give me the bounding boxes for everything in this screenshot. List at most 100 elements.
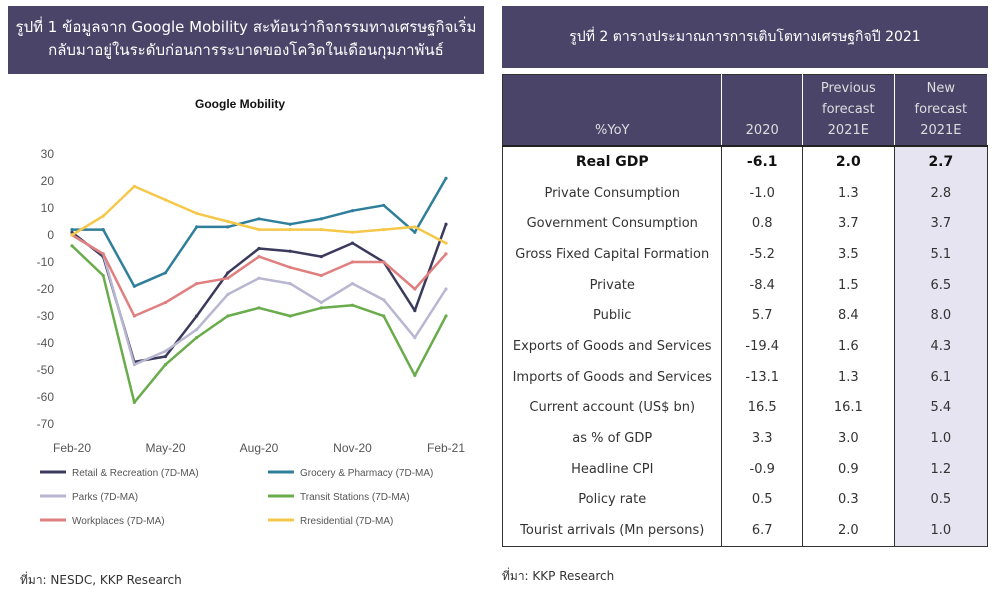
- value-previous-forecast: 1.6: [801, 331, 895, 362]
- data-point: [319, 306, 323, 310]
- value-new-forecast: 1.0: [893, 423, 988, 454]
- data-point: [288, 222, 292, 226]
- data-point: [350, 260, 355, 264]
- table-row: Real GDP -6.1 2.0 2.7: [502, 145, 988, 178]
- col-header-previous-forecast: Previous forecast 2021E: [802, 74, 895, 146]
- data-point: [319, 228, 323, 232]
- data-point: [350, 209, 355, 213]
- value-previous-forecast: 2.0: [801, 515, 895, 547]
- y-tick-label: -30: [37, 309, 55, 323]
- data-point: [163, 271, 168, 275]
- data-point: [319, 217, 323, 221]
- figure-2-source: ที่มา: KKP Research: [502, 569, 615, 583]
- series-line-5: [71, 185, 447, 245]
- data-point: [257, 246, 261, 251]
- value-previous-forecast: 1.3: [801, 177, 895, 209]
- data-point: [444, 287, 448, 291]
- value-previous-forecast: 3.0: [801, 423, 895, 454]
- data-point: [288, 282, 292, 286]
- data-point: [163, 300, 168, 305]
- data-point: [288, 314, 292, 318]
- data-point: [163, 349, 168, 353]
- value-2020: -1.0: [721, 177, 803, 209]
- row-label: Tourist arrivals (Mn persons): [520, 523, 705, 539]
- forecast-table: %YoY 2020 Previous forecast 2021E New fo…: [502, 74, 989, 547]
- data-point: [257, 306, 261, 310]
- value-new-forecast: 1.0: [893, 515, 988, 547]
- value-new-forecast: 1.2: [893, 453, 988, 485]
- data-point: [226, 225, 230, 229]
- data-point: [257, 276, 261, 280]
- value-previous-forecast: 0.9: [801, 453, 895, 485]
- x-tick-label: Aug-20: [240, 441, 279, 455]
- data-point: [350, 282, 355, 286]
- data-point: [101, 252, 105, 256]
- data-point: [101, 228, 105, 232]
- y-tick-label: 10: [41, 201, 55, 215]
- data-point: [382, 298, 386, 302]
- col-header-yoy: %YoY: [502, 74, 723, 146]
- table-row: Private Consumption -1.0 1.3 2.8: [503, 177, 988, 209]
- row-label: Headline CPI: [571, 461, 654, 477]
- col-header-new-forecast: New forecast 2021E: [894, 74, 989, 146]
- data-point: [257, 217, 261, 221]
- data-point: [101, 273, 105, 278]
- figure-1-header: รูปที่ 1 ข้อมูลจาก Google Mobility สะท้อ…: [8, 6, 484, 74]
- data-point: [413, 309, 417, 313]
- value-previous-forecast: 3.7: [801, 208, 895, 240]
- value-previous-forecast: 0.3: [801, 484, 895, 516]
- value-new-forecast: 0.5: [893, 484, 988, 516]
- row-label: Exports of Goods and Services: [512, 338, 712, 354]
- data-point: [413, 287, 417, 291]
- data-point: [101, 214, 105, 218]
- value-2020: 3.3: [721, 423, 803, 454]
- value-new-forecast: 6.1: [893, 361, 988, 393]
- legend-label: Rresidential (7D-MA): [300, 516, 393, 527]
- data-point: [70, 244, 74, 248]
- x-tick-label: Feb-21: [427, 441, 465, 455]
- data-point: [226, 314, 230, 318]
- y-tick-label: -20: [37, 282, 55, 296]
- y-tick-label: -50: [37, 363, 55, 377]
- table-row: Gross Fixed Capital Formation -5.2 3.5 5.1: [503, 239, 988, 270]
- chart-title: Google Mobility: [195, 97, 285, 111]
- legend-label: Transit Stations (7D-MA): [300, 492, 410, 503]
- y-tick-label: -10: [37, 255, 55, 269]
- value-new-forecast: 4.3: [893, 331, 988, 362]
- value-2020: -19.4: [721, 331, 803, 362]
- data-point: [444, 252, 448, 256]
- data-point: [288, 265, 292, 269]
- row-label: Private Consumption: [544, 185, 681, 201]
- value-previous-forecast: 8.4: [801, 300, 895, 332]
- data-point: [413, 336, 417, 340]
- x-tick-label: Nov-20: [333, 441, 372, 455]
- data-point: [350, 241, 355, 245]
- data-point: [413, 230, 417, 234]
- value-new-forecast: 2.8: [893, 177, 988, 209]
- table-row: as % of GDP 3.3 3.0 1.0: [503, 423, 988, 454]
- table-row: Imports of Goods and Services -13.1 1.3 6.1: [503, 361, 988, 393]
- value-new-forecast: 8.0: [893, 300, 988, 332]
- col-header-2020: 2020: [721, 74, 803, 146]
- table-row: Private -8.4 1.5 6.5: [503, 269, 988, 301]
- row-label: Private: [589, 277, 635, 293]
- value-new-forecast: 5.4: [893, 392, 988, 424]
- y-tick-label: 30: [41, 147, 55, 161]
- table-row: Policy rate 0.5 0.3 0.5: [503, 484, 988, 516]
- y-tick-label: -40: [37, 336, 55, 350]
- y-tick-label: 0: [47, 228, 54, 242]
- data-point: [70, 233, 74, 237]
- x-tick-label: May-20: [145, 441, 185, 455]
- row-label: Current account (US$ bn): [529, 400, 696, 416]
- legend-label: Retail & Recreation (7D-MA): [72, 468, 199, 479]
- value-new-forecast: 6.5: [893, 269, 988, 301]
- data-point: [195, 225, 199, 229]
- data-point: [132, 284, 136, 288]
- data-point: [132, 400, 136, 404]
- row-label: Imports of Goods and Services: [512, 369, 712, 385]
- figure-1-source: ที่มา: NESDC, KKP Research: [20, 573, 182, 587]
- value-previous-forecast: 16.1: [801, 392, 895, 424]
- data-point: [195, 336, 199, 340]
- value-2020: 16.5: [721, 392, 803, 424]
- data-point: [226, 219, 230, 224]
